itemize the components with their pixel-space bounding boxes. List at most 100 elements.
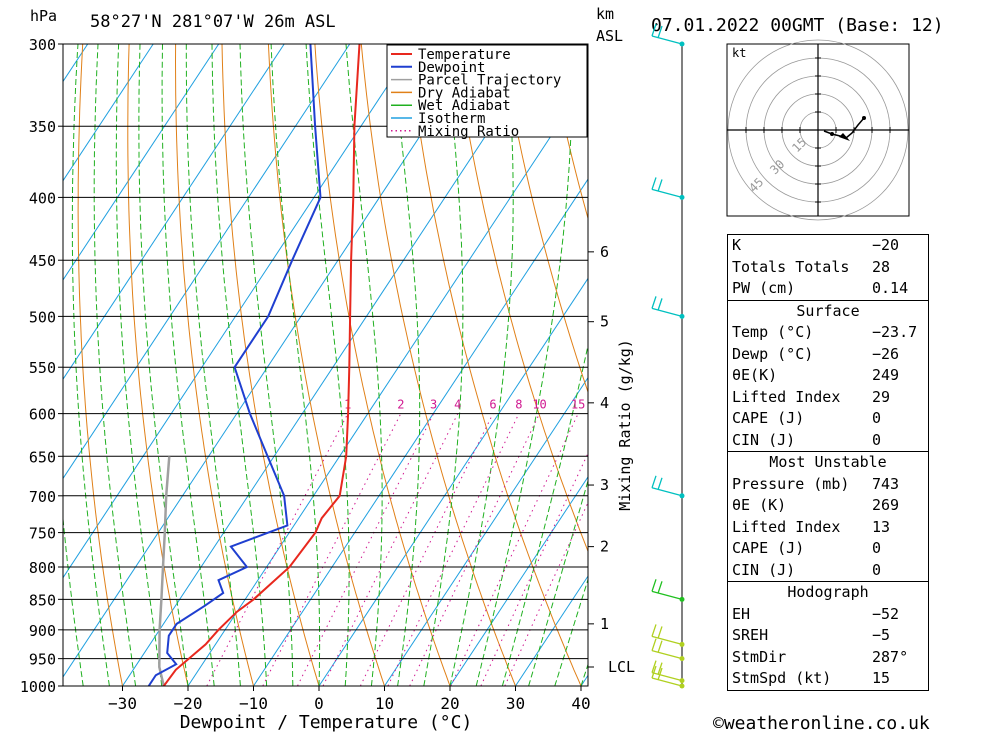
isotherm-line xyxy=(0,44,22,686)
temp-tick-label: −10 xyxy=(239,694,268,713)
isotherm-line xyxy=(384,376,588,686)
stats-label: SREH xyxy=(732,626,769,644)
stats-row: SREH −5 xyxy=(728,625,928,647)
height-tick-label: 5 xyxy=(600,313,609,331)
temp-tick-label: 20 xyxy=(440,694,459,713)
pressure-tick-label: 800 xyxy=(29,559,56,577)
stats-row: CIN (J) 0 xyxy=(728,560,928,582)
wind-barb-glyph xyxy=(651,475,683,497)
isotherm-line xyxy=(122,44,547,686)
wind-barb xyxy=(651,638,683,660)
stats-label: Lifted Index xyxy=(732,387,841,406)
wind-barb-glyph xyxy=(651,665,683,687)
wind-barb-glyph xyxy=(651,624,683,646)
temp-tick-label: −30 xyxy=(108,694,137,713)
wet-adiabat-line xyxy=(554,577,588,686)
stats-value: −26 xyxy=(872,344,900,363)
datetime-label: 07.01.2022 00GMT (Base: 12) xyxy=(651,15,944,36)
temp-tick-label: 30 xyxy=(506,694,525,713)
stats-label: CIN (J) xyxy=(732,430,796,449)
wind-barb xyxy=(651,624,683,646)
pressure-tick-label: 650 xyxy=(29,448,56,466)
height-tick-label: 2 xyxy=(600,538,609,556)
wind-barb xyxy=(651,177,683,199)
legend-item-label: Wet Adiabat xyxy=(418,98,511,114)
stats-row: Temp (°C) −23.7 xyxy=(728,322,928,344)
stats-value: 269 xyxy=(872,496,900,514)
stats-label: Temp (°C) xyxy=(732,323,814,341)
temp-tick-label: −20 xyxy=(174,694,203,713)
stats-row: CIN (J) 0 xyxy=(728,430,928,452)
axes: 3003504004505005506006507007508008509009… xyxy=(20,36,635,733)
isotherm-line xyxy=(187,79,588,686)
wet-adiabat-line xyxy=(138,44,189,686)
stats-row: θE(K) 249 xyxy=(728,365,928,387)
mixing-ratio-label: 8 xyxy=(515,398,522,412)
stats-value: 743 xyxy=(872,474,900,493)
dry-adiabat-line xyxy=(77,44,123,686)
stats-label: StmSpd (kt) xyxy=(732,669,832,687)
storm-motion-arrow xyxy=(839,133,850,141)
pressure-tick-label: 300 xyxy=(29,36,56,54)
mixing-ratio-label: 3 xyxy=(430,398,437,412)
stats-row: CAPE (J) 0 xyxy=(728,538,928,560)
stats-label: Lifted Index xyxy=(732,517,841,536)
stats-row: PW (cm) 0.14 xyxy=(728,278,928,300)
dry-adiabat-line xyxy=(500,44,588,394)
wind-barb xyxy=(651,475,683,497)
stats-label: Totals Totals xyxy=(732,257,850,276)
stats-value: 0 xyxy=(872,409,882,427)
parcel-trajectory-line xyxy=(158,456,171,686)
pressure-tick-label: 700 xyxy=(29,488,56,506)
legend-item-label: Mixing Ratio xyxy=(418,124,519,140)
copyright-label: ©weatheronline.co.uk xyxy=(713,713,930,733)
stats-section: Most Unstable Pressure (mb) 743 θE (K) 269 Li… xyxy=(728,451,928,581)
stats-value: 0 xyxy=(872,430,882,449)
pressure-tick-label: 950 xyxy=(29,651,56,669)
wind-barb-glyph xyxy=(651,23,683,45)
pressure-tick-label: 400 xyxy=(29,189,56,207)
pressure-tick-label: 450 xyxy=(29,252,56,270)
lcl-label: LCL xyxy=(608,658,635,676)
isotherm-line xyxy=(63,44,416,579)
stats-value: 28 xyxy=(872,257,891,276)
temp-tick-label: 40 xyxy=(571,694,590,713)
legend-box xyxy=(386,44,588,138)
pressure-tick-label: 600 xyxy=(29,406,56,424)
stats-row: Pressure (mb) 743 xyxy=(728,474,928,496)
stats-value: 29 xyxy=(872,387,891,406)
wet-adiabat-line xyxy=(528,478,588,686)
stats-value: 287° xyxy=(872,647,909,666)
x-axis-title: Dewpoint / Temperature (°C) xyxy=(180,712,473,733)
stats-value: 0 xyxy=(872,539,882,557)
isotherm-line xyxy=(63,44,154,182)
stats-section-title: Most Unstable xyxy=(769,453,887,471)
hodograph-point xyxy=(862,116,866,120)
dry-adiabat-line xyxy=(407,44,582,686)
wind-barb-glyph xyxy=(651,296,683,318)
stats-table: K −20 Totals Totals 28 PW (cm) 0.14 Surface Tem… xyxy=(727,234,929,691)
wet-adiabat-line xyxy=(270,44,321,686)
stats-value: −52 xyxy=(872,604,900,623)
hodograph-point xyxy=(830,132,834,136)
mixing-ratio-line xyxy=(450,413,579,686)
wind-barb-glyph xyxy=(651,660,683,682)
mixing-ratio-line xyxy=(206,413,349,686)
plot-border xyxy=(62,43,589,687)
hodograph-unit-label: kt xyxy=(732,46,746,60)
isotherm-line xyxy=(253,178,588,686)
legend-item-label: Temperature xyxy=(418,47,511,63)
wind-barb xyxy=(651,23,683,45)
wind-barb xyxy=(651,296,683,318)
stats-label: CAPE (J) xyxy=(732,539,805,557)
stats-value: −5 xyxy=(872,626,891,644)
stats-label: K xyxy=(732,236,742,254)
pressure-tick-label: 850 xyxy=(29,591,56,609)
stats-value: 0 xyxy=(872,560,882,579)
wind-barbs xyxy=(651,23,685,689)
dry-adiabat-line xyxy=(174,44,254,686)
stats-section: K −20 Totals Totals 28 PW (cm) 0.14 xyxy=(728,235,928,300)
